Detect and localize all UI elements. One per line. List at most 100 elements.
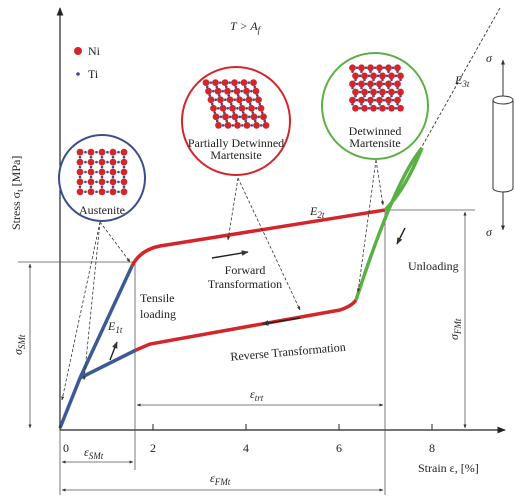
x-tick-label: 4 — [243, 441, 249, 455]
ni-atom — [224, 88, 231, 95]
dimension-label: εtrt — [250, 387, 264, 403]
stage-label: Forward — [225, 263, 266, 277]
stage-label: Tensile — [140, 291, 174, 305]
ni-atom — [99, 169, 106, 176]
phase-label: Austenite — [79, 203, 125, 217]
ni-atom — [376, 97, 383, 104]
ti-atom — [386, 107, 389, 110]
ti-atom — [383, 83, 386, 86]
ti-atom — [112, 156, 115, 159]
ni-atom — [248, 105, 255, 112]
ti-atom — [374, 66, 377, 69]
ti-atom — [112, 166, 115, 169]
legend-marker — [74, 47, 82, 55]
ni-atom — [376, 64, 383, 71]
ni-atom — [385, 81, 392, 88]
ni-atom — [388, 105, 395, 112]
ni-atom — [349, 97, 356, 104]
figure: T > Af Ni Ti Stress σt [MPa] Strain ε, [… — [0, 0, 515, 497]
ni-atom — [205, 88, 212, 95]
ni-atom — [349, 64, 356, 71]
ti-atom — [238, 116, 241, 119]
ni-atom — [253, 122, 260, 129]
ti-atom — [106, 151, 109, 154]
ti-atom — [90, 156, 93, 159]
dimension-label: εFMt — [210, 471, 231, 487]
ti-atom — [117, 161, 120, 164]
ni-atom — [385, 97, 392, 104]
ni-atom — [349, 81, 356, 88]
ti-atom — [112, 186, 115, 189]
ni-atom — [394, 97, 401, 104]
ti-atom — [377, 91, 380, 94]
ti-atom — [250, 124, 253, 127]
ni-atom — [258, 105, 265, 112]
x-tick-label: 6 — [336, 441, 342, 455]
ti-atom — [226, 107, 229, 110]
ti-atom — [395, 75, 398, 78]
ti-atom — [359, 91, 362, 94]
ti-atom — [101, 166, 104, 169]
ni-atom — [213, 113, 220, 120]
ni-atom — [358, 81, 365, 88]
ni-atom — [352, 89, 359, 96]
ti-atom — [79, 166, 82, 169]
ti-atom — [233, 98, 236, 101]
legend-marker — [76, 72, 80, 76]
ti-atom — [84, 151, 87, 154]
ti-atom — [229, 116, 232, 119]
ti-atom — [359, 107, 362, 110]
ni-atom — [121, 179, 128, 186]
ti-atom — [101, 186, 104, 189]
ti-atom — [123, 166, 126, 169]
ni-atom — [110, 169, 117, 176]
ti-atom — [377, 75, 380, 78]
ni-atom — [376, 81, 383, 88]
ni-atom — [358, 64, 365, 71]
ni-atom — [231, 79, 238, 86]
ni-atom — [388, 72, 395, 79]
ti-atom — [90, 166, 93, 169]
ti-atom — [392, 99, 395, 102]
ti-atom — [241, 124, 244, 127]
ni-atom — [385, 64, 392, 71]
ni-atom — [246, 96, 253, 103]
ti-atom — [84, 191, 87, 194]
ni-atom — [121, 188, 128, 195]
ti-atom — [243, 98, 246, 101]
ti-atom — [95, 171, 98, 174]
ti-atom — [79, 186, 82, 189]
ti-atom — [112, 176, 115, 179]
ti-atom — [95, 161, 98, 164]
x-tick-label: 0 — [63, 441, 69, 455]
ni-atom — [88, 169, 95, 176]
ti-atom — [356, 99, 359, 102]
direction-arrow — [212, 252, 248, 258]
ti-atom — [392, 83, 395, 86]
ti-atom — [101, 176, 104, 179]
ti-atom — [123, 156, 126, 159]
ni-atom — [370, 72, 377, 79]
pointer — [376, 160, 383, 205]
ti-atom — [222, 124, 225, 127]
ni-atom — [253, 88, 260, 95]
forward-curve — [132, 210, 385, 266]
ni-atom — [121, 169, 128, 176]
ti-atom — [240, 90, 243, 93]
ti-atom — [374, 83, 377, 86]
ti-atom — [221, 90, 224, 93]
ti-atom — [90, 176, 93, 179]
ni-atom — [236, 96, 243, 103]
ni-atom — [229, 105, 236, 112]
modulus-label: E3t — [454, 73, 470, 89]
ni-atom — [88, 159, 95, 166]
ti-atom — [395, 91, 398, 94]
ni-atom — [241, 79, 248, 86]
ni-atom — [217, 96, 224, 103]
stage-label: Transformation — [208, 277, 282, 291]
dimension-label: σFMt — [447, 318, 463, 340]
ni-atom — [208, 96, 215, 103]
pointer — [100, 222, 130, 262]
ti-atom — [95, 181, 98, 184]
ti-atom — [248, 116, 251, 119]
